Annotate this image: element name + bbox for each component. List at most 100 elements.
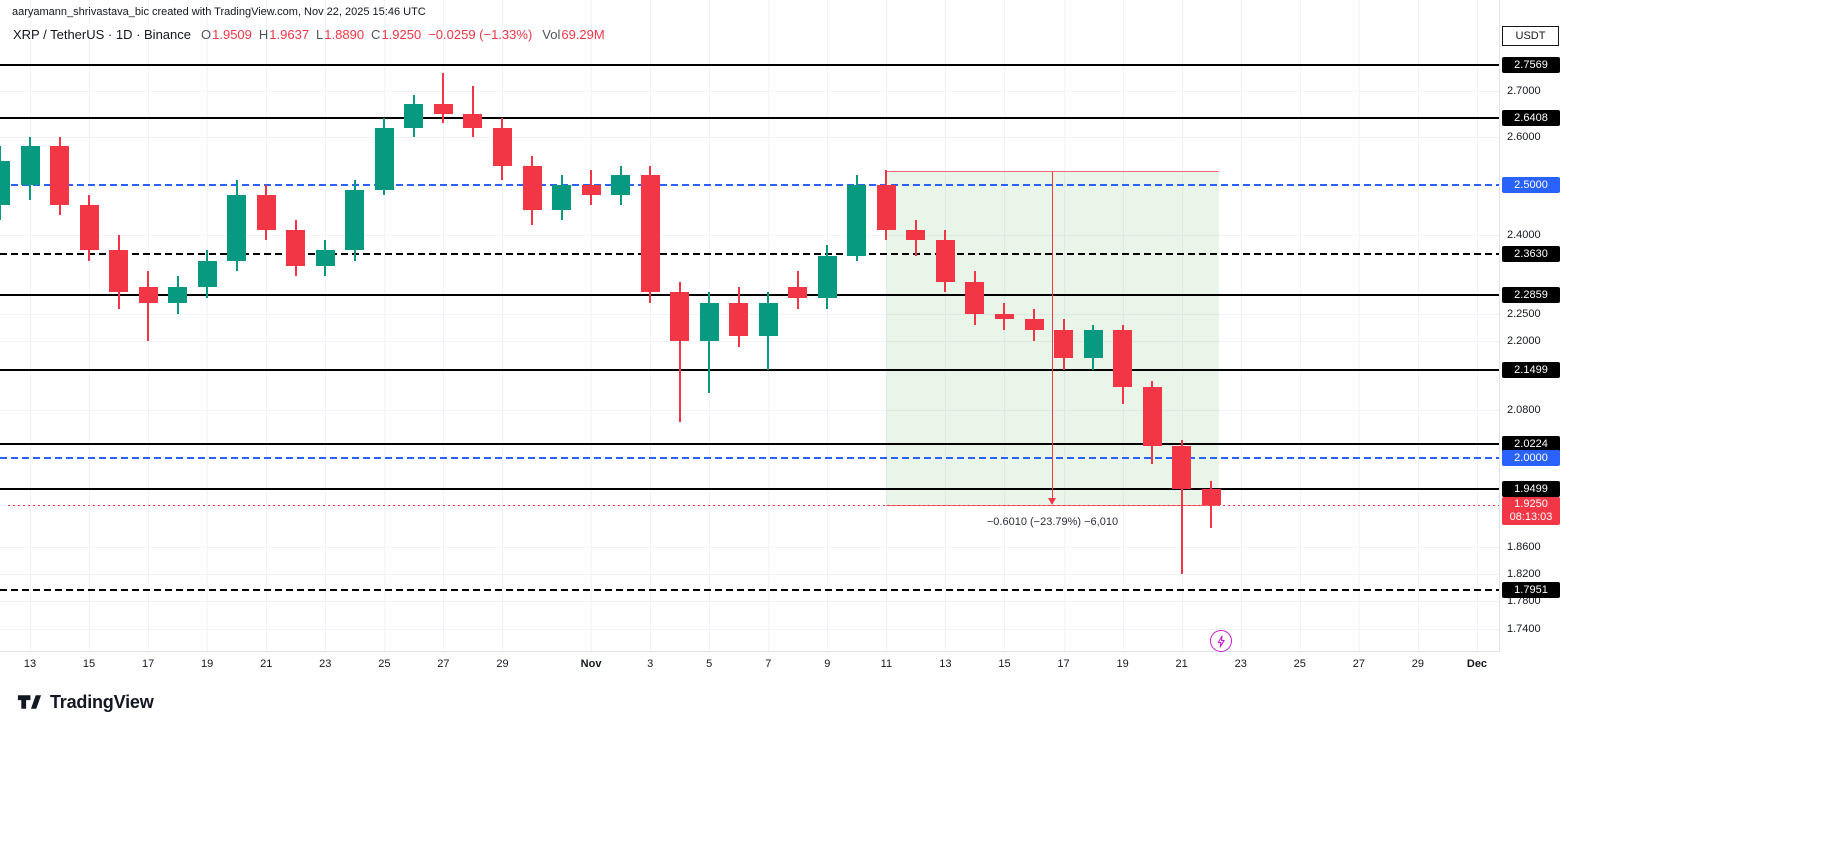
open-label: O — [201, 27, 212, 42]
grid-line-vertical — [30, 0, 31, 651]
tradingview-logo[interactable]: TradingView — [16, 690, 154, 714]
price-axis-badge: 2.1499 — [1502, 361, 1560, 378]
price-level-line[interactable] — [0, 184, 1499, 186]
price-level-line[interactable] — [0, 589, 1499, 592]
grid-line-horizontal — [0, 341, 1499, 343]
candle-body — [50, 146, 70, 205]
candle-body — [965, 281, 985, 314]
price-axis-badge: 1.7951 — [1502, 582, 1560, 599]
price-axis-label: 2.0800 — [1507, 404, 1541, 417]
candle-body — [345, 189, 365, 251]
grid-line-vertical — [89, 0, 91, 651]
price-axis-badge: 2.2859 — [1502, 286, 1560, 303]
chart-pane[interactable]: −0.6010 (−23.79%) −6,010 — [0, 0, 1500, 652]
lightning-marker-icon[interactable] — [1210, 630, 1232, 652]
price-level-line[interactable] — [0, 488, 1499, 491]
price-axis-badge: 2.0000 — [1502, 450, 1560, 467]
candle-body — [640, 175, 660, 293]
grid-line-vertical — [591, 0, 593, 651]
last-price-badge: 1.9250 08:13:03 — [1502, 496, 1560, 525]
symbol-title[interactable]: XRP / TetherUS · 1D · Binance — [13, 27, 191, 42]
tradingview-wordmark: TradingView — [50, 691, 154, 712]
price-axis-label: 2.2500 — [1507, 307, 1541, 320]
price-axis-badge: 2.7569 — [1502, 57, 1560, 74]
time-axis-label: 3 — [647, 658, 654, 670]
time-axis-label: 29 — [496, 658, 509, 670]
time-axis-label: 29 — [1411, 658, 1425, 670]
grid-line-vertical — [1476, 0, 1478, 651]
candle-body — [20, 146, 40, 185]
chart-legend: XRP / TetherUS · 1D · Binance O 1.9509 H… — [13, 27, 612, 42]
time-axis-label: 13 — [939, 658, 952, 670]
price-level-line[interactable] — [0, 457, 1499, 460]
price-level-line[interactable] — [0, 368, 1499, 371]
currency-toggle-usdt[interactable]: USDT — [1502, 26, 1559, 46]
candle-body — [552, 185, 572, 210]
grid-line-vertical — [207, 0, 209, 651]
grid-line-vertical — [886, 0, 888, 651]
price-axis-label: 1.8600 — [1507, 540, 1541, 553]
price-axis-label: 2.2000 — [1507, 335, 1541, 348]
candle-body — [1201, 488, 1221, 505]
candle-body — [611, 175, 631, 195]
candle-body — [374, 127, 394, 190]
candle-body — [906, 229, 926, 241]
grid-line-vertical — [1299, 0, 1301, 651]
high-label: H — [258, 27, 269, 42]
price-axis-badge: 1.9499 — [1502, 481, 1560, 498]
time-axis-label: 17 — [141, 658, 155, 670]
candle-body — [79, 204, 99, 251]
candle-body — [1024, 319, 1044, 331]
time-axis-label: 11 — [880, 658, 893, 670]
candle-body — [197, 260, 217, 288]
grid-line-horizontal — [0, 546, 1499, 548]
candle-body — [758, 303, 778, 336]
price-level-line[interactable] — [0, 293, 1499, 296]
tradingview-mark-icon — [17, 695, 42, 709]
grid-line-horizontal — [0, 628, 1499, 630]
grid-line-vertical — [827, 0, 829, 651]
measure-annotation: −0.6010 (−23.79%) −6,010 — [986, 515, 1119, 528]
candle-body — [315, 250, 335, 266]
candle-body — [1054, 330, 1074, 359]
candle-body — [0, 160, 10, 205]
candle-wick — [147, 271, 150, 342]
grid-line-vertical — [443, 0, 445, 651]
price-level-line[interactable] — [0, 116, 1499, 119]
time-axis-label: 15 — [998, 658, 1011, 670]
measure-arrow-line — [1051, 172, 1053, 499]
price-axis[interactable]: 1.9250 08:13:03 2.7569 2.6408 2.5000 2.3630… — [1501, 0, 1571, 652]
candle-body — [729, 303, 749, 336]
grid-line-horizontal — [0, 313, 1499, 315]
time-axis-label: 27 — [437, 658, 450, 670]
time-axis-label: 5 — [706, 658, 713, 670]
time-axis-label: 25 — [1293, 658, 1306, 670]
candle-body — [847, 185, 867, 256]
candle-body — [581, 185, 601, 195]
time-axis-label: 27 — [1352, 658, 1365, 670]
price-level-line[interactable] — [0, 443, 1499, 446]
time-axis-label: 9 — [824, 658, 831, 670]
volume-label: Vol — [542, 27, 561, 42]
price-axis-badge: 2.5000 — [1502, 177, 1560, 193]
candle-body — [522, 165, 542, 210]
grid-line-vertical — [266, 0, 268, 651]
time-axis-label: 23 — [319, 658, 332, 670]
time-axis[interactable]: 13 15 17 19 21 23 25 27 29 Nov 3 5 7 9 11 13 15 17 19 21 23 2… — [0, 652, 1561, 680]
candle-body — [788, 287, 808, 298]
measure-top-line — [886, 171, 1219, 173]
grid-line-horizontal — [0, 136, 1499, 138]
price-level-line[interactable] — [0, 64, 1499, 67]
candle-wick — [708, 292, 711, 393]
candle-body — [817, 255, 837, 298]
lightning-bolt-icon — [1217, 635, 1225, 647]
price-axis-label: 2.4000 — [1507, 228, 1541, 241]
grid-line-vertical — [502, 0, 504, 651]
candle-body — [1172, 445, 1192, 490]
time-axis-label: 25 — [378, 658, 391, 670]
price-axis-label: 1.7400 — [1507, 622, 1541, 635]
price-axis-badge: 2.0224 — [1502, 436, 1560, 453]
price-level-line[interactable] — [0, 252, 1499, 255]
grid-line-horizontal — [0, 90, 1499, 92]
